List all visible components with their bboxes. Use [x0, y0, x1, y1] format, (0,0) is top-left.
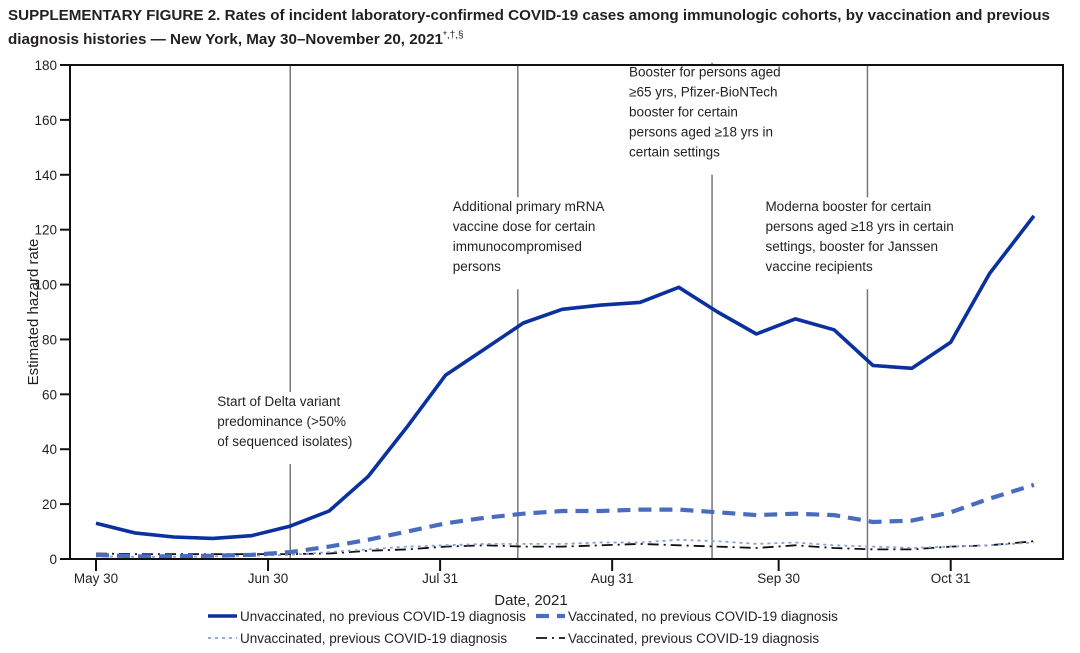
event-annotation-line: vaccine dose for certain	[453, 219, 596, 234]
y-tick-label: 40	[42, 442, 57, 457]
event-annotation-line: immunocompromised	[453, 239, 582, 254]
event-annotation-line: Additional primary mRNA	[453, 199, 605, 214]
y-tick-label: 80	[42, 332, 57, 347]
event-annotation-line: persons aged ≥18 yrs in certain	[765, 219, 953, 234]
event-annotation-line: predominance (>50%	[217, 414, 346, 429]
plot-frame	[69, 64, 1064, 560]
x-tick-label: Jul 31	[422, 571, 458, 586]
y-tick-label: 120	[34, 223, 57, 238]
figure-title-prefix: SUPPLEMENTARY FIGURE 2.	[8, 7, 221, 24]
series-layer	[95, 214, 1036, 559]
event-annotation-line: persons	[453, 259, 501, 274]
legend-label: Vaccinated, previous COVID-19 diagnosis	[568, 631, 819, 646]
y-tick-label: 140	[34, 168, 57, 183]
event-annotation-line: booster for certain	[629, 105, 738, 120]
y-tick-label: 20	[42, 497, 57, 512]
event-annotations: Start of Delta variant predominance (>50%…	[217, 65, 953, 449]
y-tick-label: 160	[34, 113, 57, 128]
legend-label: Unvaccinated, previous COVID-19 diagnosi…	[240, 631, 507, 646]
y-axis-title: Estimated hazard rate	[25, 239, 42, 386]
event-annotation-line: ≥65 yrs, Pfizer-BioNTech	[629, 85, 777, 100]
y-tick-label: 60	[42, 387, 57, 402]
y-tick-label: 100	[34, 278, 57, 293]
figure-title-footnotes: *,†,§	[443, 30, 464, 41]
legend: Unvaccinated, no previous COVID-19 diagn…	[208, 609, 838, 646]
event-annotation-line: vaccine recipients	[765, 259, 873, 274]
event-marker-lines	[289, 62, 869, 559]
x-tick-label: Aug 31	[591, 571, 634, 586]
x-axis-title: Date, 2021	[494, 592, 567, 609]
event-annotation-line: settings, booster for Janssen	[765, 239, 938, 254]
y-axis: 0 20 40 60 80 100 120 140 160 180	[34, 58, 70, 567]
y-tick-label: 0	[49, 552, 57, 567]
event-annotation-line: Start of Delta variant	[217, 394, 340, 409]
legend-label: Vaccinated, no previous COVID-19 diagnos…	[568, 609, 838, 624]
series-line-solid	[95, 214, 1036, 541]
x-axis: May 30 Jun 30 Jul 31 Aug 31 Sep 30 Oct 31	[74, 559, 971, 586]
event-annotation-line: Moderna booster for certain	[765, 199, 931, 214]
figure-title: SUPPLEMENTARY FIGURE 2. Rates of inciden…	[8, 6, 1076, 50]
event-annotation-line: certain settings	[629, 145, 720, 160]
figure-title-text: Rates of incident laboratory-confirmed C…	[8, 7, 1050, 49]
event-annotation-line: Booster for persons aged	[629, 65, 781, 80]
y-tick-label: 180	[34, 58, 57, 73]
x-tick-label: Oct 31	[931, 571, 971, 586]
legend-label: Unvaccinated, no previous COVID-19 diagn…	[240, 609, 526, 624]
series-line-dashed	[95, 482, 1035, 559]
event-annotation-line: persons aged ≥18 yrs in	[629, 125, 773, 140]
x-tick-label: Sep 30	[757, 571, 800, 586]
event-annotation-line: of sequenced isolates)	[217, 434, 352, 449]
x-tick-label: Jun 30	[248, 571, 289, 586]
x-tick-label: May 30	[74, 571, 118, 586]
